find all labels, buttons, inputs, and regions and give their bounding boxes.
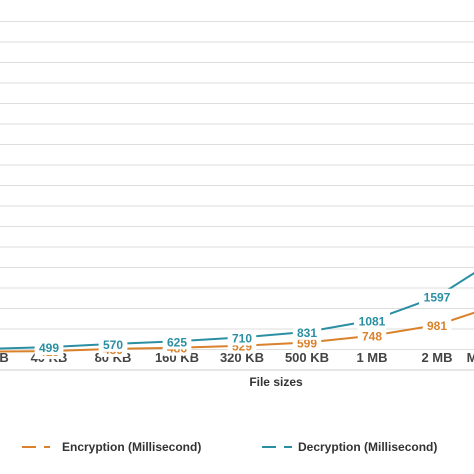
x-tick-label: 2 MB <box>421 350 452 365</box>
x-tick-label: B <box>0 350 9 365</box>
data-label-bg <box>292 323 322 340</box>
decryption-data-label: 570 <box>103 338 123 352</box>
encryption-data-label: 599 <box>297 337 317 351</box>
legend-label-decryption: Decryption (Millisecond) <box>298 440 437 454</box>
decryption-data-label: 831 <box>297 326 317 340</box>
legend: Encryption (Millisecond) Decryption (Mil… <box>22 440 437 454</box>
data-labels: 4134594865295997489814995706257108311081… <box>34 288 455 360</box>
data-label-bg <box>419 288 455 305</box>
x-tick-label: 500 KB <box>285 350 329 365</box>
data-label-bg <box>357 327 387 344</box>
data-label-bg <box>227 329 257 346</box>
x-axis-title: File sizes <box>249 375 303 389</box>
data-label-bg <box>354 312 390 329</box>
data-label-bg <box>34 339 64 356</box>
legend-label-encryption: Encryption (Millisecond) <box>62 440 201 454</box>
data-label-bg <box>422 316 452 333</box>
decryption-data-label: 710 <box>232 331 252 345</box>
encryption-data-label: 748 <box>362 330 382 344</box>
x-tick-label: 1 MB <box>356 350 387 365</box>
decryption-data-label: 499 <box>39 341 59 355</box>
decryption-data-label: 1597 <box>424 291 451 305</box>
x-tick-label: M <box>467 350 474 365</box>
data-label-bg <box>98 335 128 352</box>
decryption-data-label: 625 <box>167 335 187 349</box>
x-tick-label: 320 KB <box>220 350 264 365</box>
encryption-data-label: 981 <box>427 319 447 333</box>
data-label-bg <box>162 333 192 350</box>
decryption-data-label: 1081 <box>359 314 386 328</box>
gridlines <box>0 21 474 350</box>
